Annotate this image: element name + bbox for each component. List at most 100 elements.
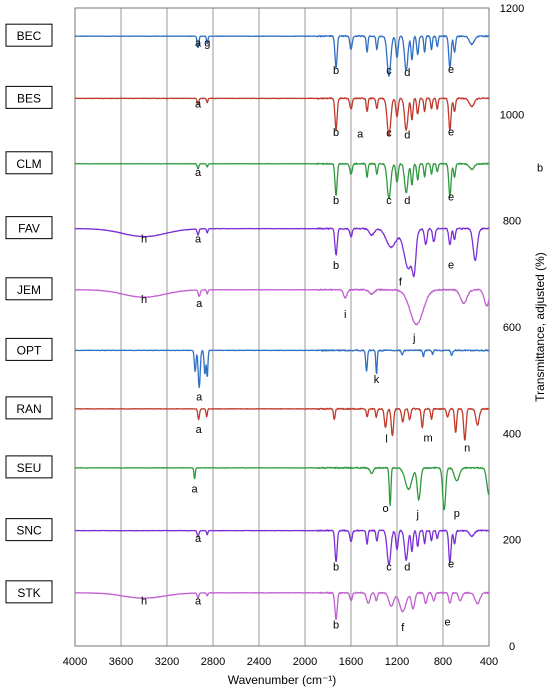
side-annotation: b — [537, 163, 543, 175]
peak-label: g — [204, 38, 210, 50]
peak-label: c — [386, 561, 392, 573]
peak-label: a — [196, 424, 203, 436]
sample-box-jem — [5, 277, 53, 301]
peak-label: n — [464, 443, 470, 455]
peak-label: k — [374, 374, 380, 386]
peak-label: a — [195, 99, 202, 111]
x-tick-label: 3200 — [155, 656, 179, 668]
sample-box-bec — [5, 23, 53, 47]
peak-label: i — [344, 309, 346, 321]
peak-label: l — [385, 434, 387, 446]
peak-label: a — [195, 167, 202, 179]
spectra-group — [74, 34, 490, 620]
sample-label-jem: JEM — [17, 283, 41, 297]
peak-label: f — [399, 276, 403, 288]
peak-label: b — [333, 195, 339, 207]
peak-label: a — [195, 533, 202, 545]
peak-label: a — [195, 234, 202, 246]
peak-label: b — [333, 127, 339, 139]
y-tick-label: 400 — [503, 428, 521, 440]
peak-label: j — [412, 333, 415, 345]
peak-label: h — [141, 234, 147, 246]
peak-label: f — [401, 622, 405, 634]
peak-label: e — [448, 192, 454, 204]
peak-label: b — [333, 561, 339, 573]
sample-box-ran — [5, 396, 53, 420]
peak-label: a — [357, 128, 364, 140]
sample-label-fav: FAV — [18, 222, 40, 236]
spectrum-opt — [74, 349, 490, 389]
x-tick-label: 2000 — [293, 656, 317, 668]
peak-label: d — [404, 67, 410, 79]
peak-label: d — [404, 130, 410, 142]
y-axis-ticks: 0 200 400 600 800 1000 1200 — [500, 3, 524, 653]
peak-label: a — [195, 595, 202, 607]
spectrum-snc — [74, 529, 490, 566]
plot-frame — [74, 7, 490, 647]
sample-label-snc: SNC — [16, 524, 42, 538]
peak-label: a — [195, 38, 202, 50]
sample-label-ran: RAN — [16, 402, 41, 416]
peak-label: c — [386, 65, 392, 77]
sample-label-opt: OPT — [17, 343, 42, 357]
spectrum-stk — [74, 591, 490, 620]
sample-box-opt — [5, 337, 53, 361]
peak-label: e — [448, 559, 454, 571]
sample-labels: BEC BES CLM FAV JEM OPT RAN SEU SNC STK — [5, 23, 53, 604]
spectrum-jem — [74, 288, 490, 326]
peak-label: d — [404, 561, 410, 573]
y-tick-label: 0 — [509, 641, 515, 653]
peak-label: a — [196, 298, 203, 310]
x-tick-label: 400 — [480, 656, 498, 668]
x-tick-label: 1200 — [385, 656, 409, 668]
side-annotations: b — [537, 163, 543, 175]
y-tick-label: 600 — [503, 322, 521, 334]
sample-box-seu — [5, 455, 53, 479]
peak-label: o — [382, 503, 388, 515]
x-tick-label: 2400 — [247, 656, 271, 668]
y-axis-title: Transmittance, adjusted (%) — [533, 252, 547, 402]
x-tick-label: 1600 — [339, 656, 363, 668]
peak-label: h — [141, 294, 147, 306]
peak-label: a — [196, 392, 203, 404]
peak-label: c — [386, 127, 392, 139]
x-axis-ticks: 4000 3600 3200 2800 2400 2000 1600 1200 800 400 — [63, 656, 498, 668]
x-tick-label: 3600 — [109, 656, 133, 668]
peak-label: j — [415, 509, 418, 521]
peak-label: a — [192, 484, 199, 496]
sample-box-fav — [5, 216, 53, 240]
peak-label: b — [333, 620, 339, 632]
spectrum-ran — [74, 407, 490, 441]
peak-label: d — [404, 195, 410, 207]
sample-label-seu: SEU — [17, 461, 42, 475]
spectrum-bec — [74, 34, 490, 77]
sample-label-clm: CLM — [16, 157, 41, 171]
peak-label: e — [448, 64, 454, 76]
peak-label: c — [386, 195, 392, 207]
spectrum-bes — [74, 97, 490, 137]
spectrum-clm — [74, 162, 490, 200]
x-axis-title: Wavenumber (cm⁻¹) — [228, 673, 337, 687]
peak-label: e — [445, 617, 451, 629]
y-tick-label: 800 — [503, 216, 521, 228]
spectrum-fav — [74, 227, 490, 278]
peak-label: h — [141, 595, 147, 607]
sample-label-bes: BES — [17, 91, 41, 105]
peak-label: p — [454, 508, 460, 520]
sample-box-stk — [5, 580, 53, 604]
y-tick-label: 1000 — [500, 109, 524, 121]
sample-box-snc — [5, 518, 53, 542]
peak-label: m — [423, 433, 432, 445]
sample-box-bes — [5, 85, 53, 109]
spectrum-seu — [74, 466, 490, 511]
sample-label-bec: BEC — [17, 29, 42, 43]
sample-box-clm — [5, 151, 53, 175]
peak-label: b — [333, 65, 339, 77]
sample-label-stk: STK — [17, 586, 40, 600]
x-tick-label: 800 — [434, 656, 452, 668]
peak-label: e — [448, 126, 454, 138]
peak-label: b — [333, 260, 339, 272]
y-tick-label: 200 — [503, 535, 521, 547]
